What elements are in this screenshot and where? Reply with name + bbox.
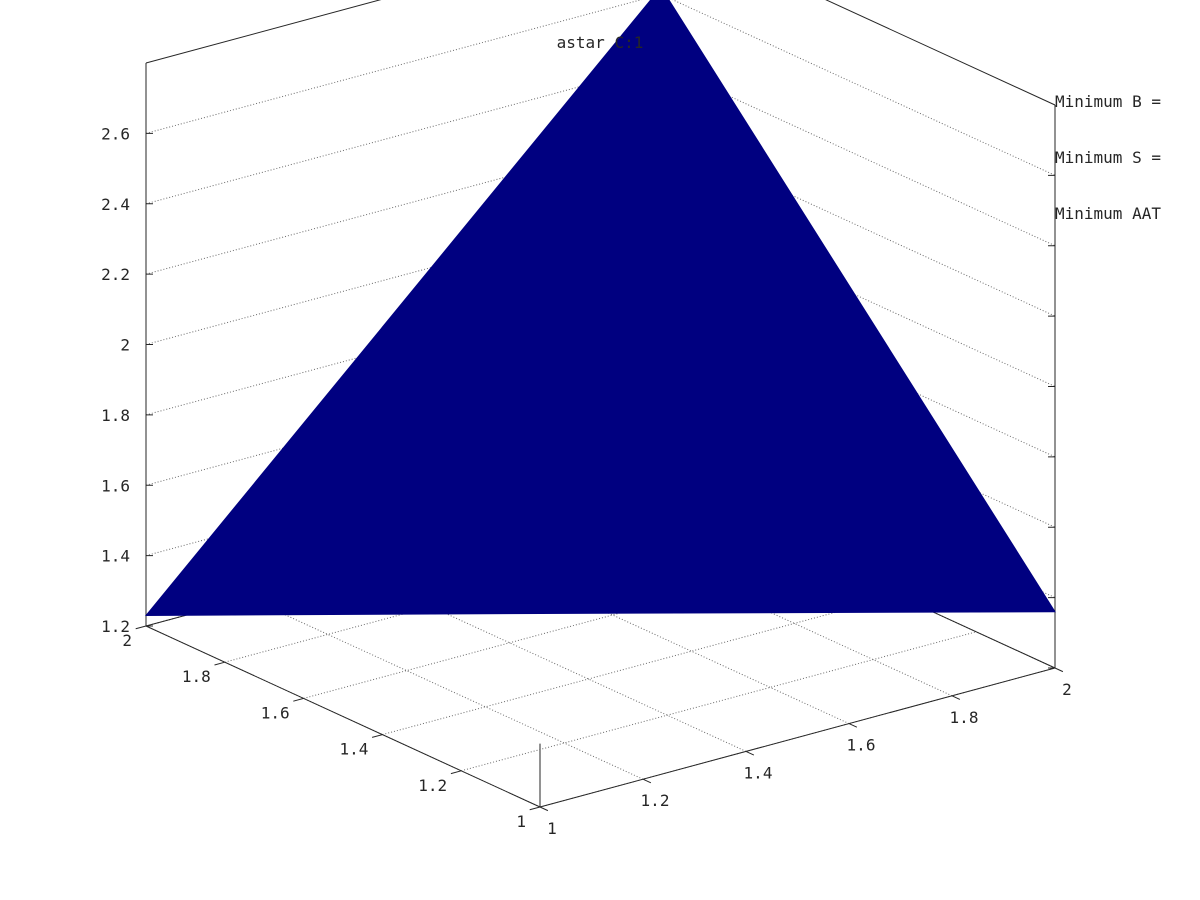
x-axis-line — [539, 667, 1056, 808]
x-tick-label: 1.8 — [950, 708, 979, 727]
x-grid-line — [454, 542, 850, 725]
y-tick-label: 1.4 — [339, 740, 368, 759]
y-tick-mark — [529, 806, 541, 811]
z-tick-label: 2.6 — [101, 124, 130, 143]
surface — [144, 0, 1056, 616]
x-tick-label: 1.4 — [744, 763, 773, 782]
y-tick-mark — [450, 770, 462, 775]
y-tick-label: 1.6 — [261, 703, 290, 722]
z-grid-line-side — [672, 0, 1056, 176]
y-grid-line — [382, 595, 898, 736]
top-side-edge — [825, 0, 1056, 106]
x-tick-label: 1.2 — [641, 791, 670, 810]
x-grid-line — [248, 597, 644, 780]
y-tick-mark — [214, 661, 225, 666]
x-tick-mark — [848, 723, 858, 728]
z-tick-label: 1.8 — [101, 406, 130, 425]
y-axis-line — [145, 625, 541, 808]
x-grid-line — [351, 569, 747, 752]
x-tick-label: 1 — [547, 819, 557, 838]
x-tick-label: 1.6 — [847, 736, 876, 755]
z-tick-label: 2.4 — [101, 195, 130, 214]
z-tick-label: 2.2 — [101, 265, 130, 284]
annotation-text: Minimum S = — [1055, 148, 1161, 167]
y-tick-mark — [135, 625, 147, 630]
y-grid-line — [461, 631, 977, 772]
z-tick-label: 1.2 — [101, 617, 130, 636]
y-tick-mark — [371, 734, 383, 738]
y-tick-label: 2 — [122, 631, 132, 650]
x-tick-mark — [642, 778, 652, 784]
x-tick-mark — [1054, 667, 1064, 673]
chart-title: astar C:1 — [557, 33, 644, 52]
x-tick-mark — [539, 806, 549, 812]
y-tick-label: 1.8 — [182, 667, 211, 686]
z-tick-label: 1.4 — [101, 547, 130, 566]
annotations: Minimum B = Minimum S = Minimum AAT — [1055, 92, 1161, 223]
x-tick-mark — [745, 750, 755, 756]
annotation-text: Minimum AAT — [1055, 204, 1161, 223]
y-tick-label: 1.2 — [418, 776, 447, 795]
z-tick-label: 2 — [120, 336, 130, 355]
z-tick-label: 1.6 — [101, 476, 130, 495]
ticks: 1.2 1.4 1.6 1.8 2 2.2 2.4 2.6 1 1.2 1.4 1.6 1.8 2 1 1.2… — [101, 124, 1072, 838]
surface-face — [144, 0, 660, 616]
z-grid-line-back — [145, 64, 662, 205]
z-grid-line-back — [145, 0, 643, 134]
annotation-text: Minimum B = — [1055, 92, 1161, 111]
top-back-edge — [145, 0, 382, 64]
y-tick-label: 1 — [516, 812, 526, 831]
y-tick-mark — [293, 697, 304, 702]
x-tick-label: 2 — [1062, 680, 1072, 699]
x-tick-mark — [951, 695, 961, 700]
